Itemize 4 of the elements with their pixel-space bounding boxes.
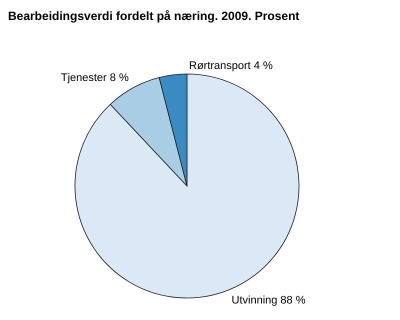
slice-label: Tjenester 8 % <box>60 72 129 84</box>
slice-label: Rørtransport 4 % <box>189 60 273 72</box>
chart-title: Bearbeidingsverdi fordelt på næring. 2009. Prosent <box>8 9 300 23</box>
slice-label: Utvinning 88 % <box>232 294 306 306</box>
